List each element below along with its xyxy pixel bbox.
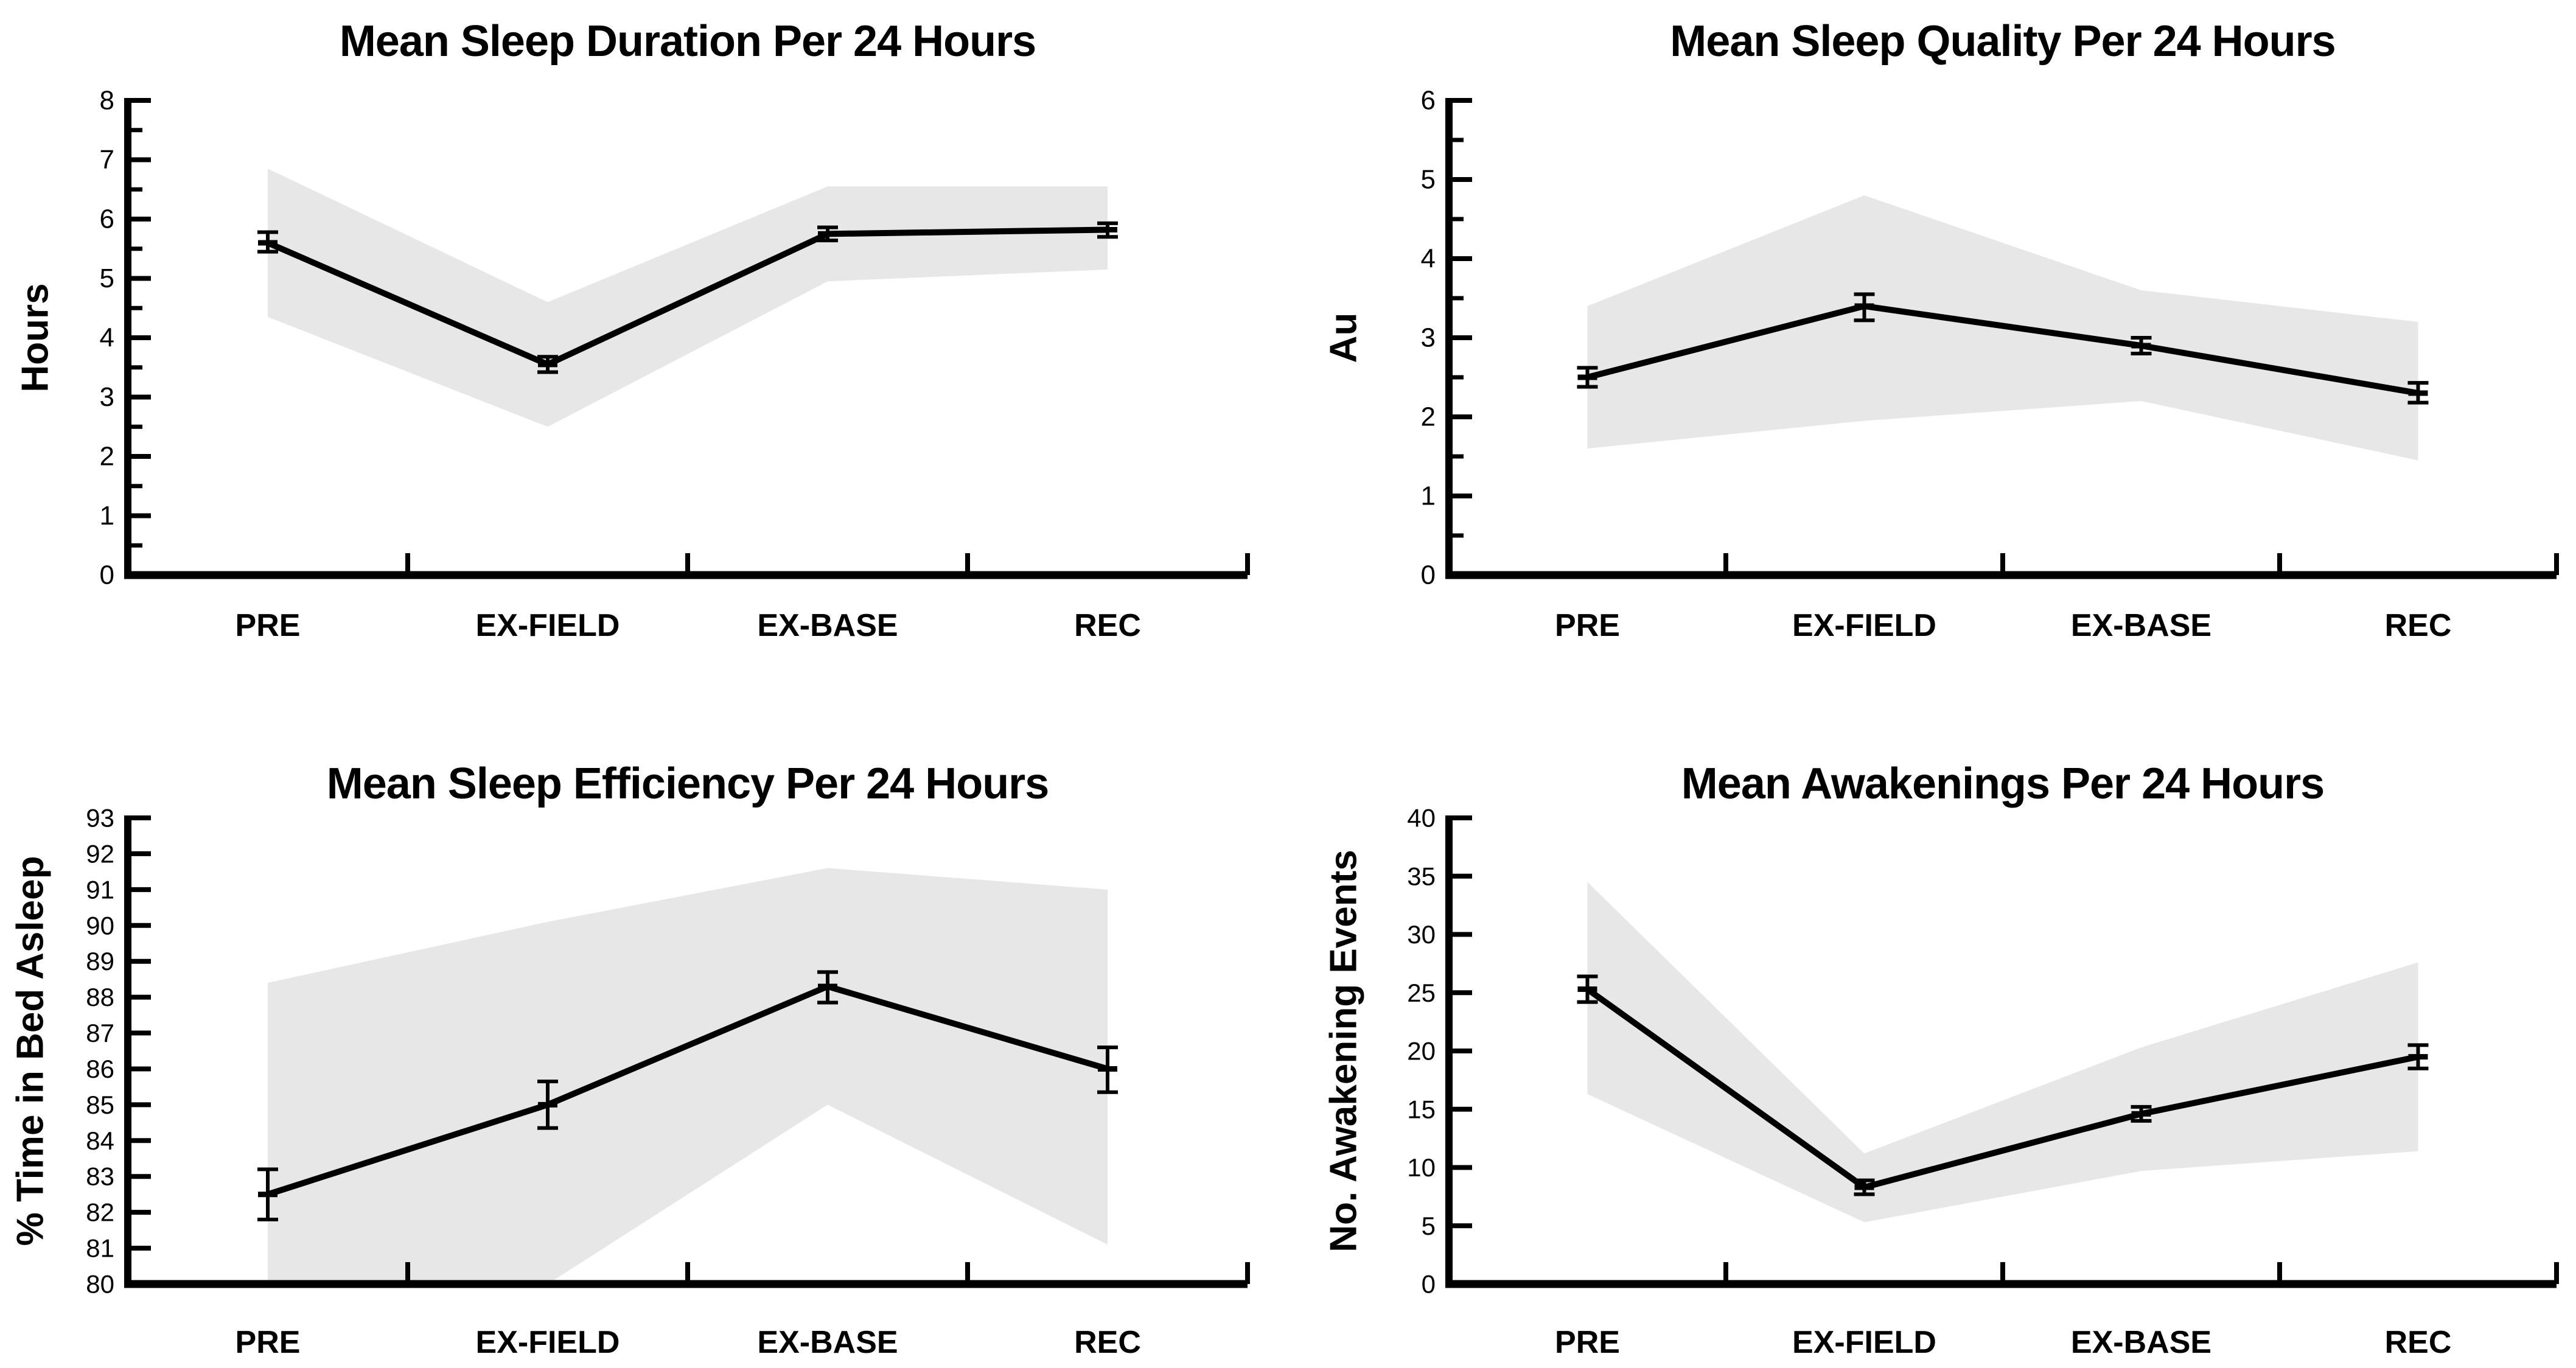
mean-line bbox=[1585, 986, 2419, 1191]
y-tick-label: 92 bbox=[86, 839, 114, 868]
y-tick-label: 6 bbox=[1421, 86, 1436, 116]
y-tick-label: 89 bbox=[86, 947, 114, 975]
y-tick-label: 1 bbox=[100, 501, 114, 531]
y-tick-label: 0 bbox=[1422, 1270, 1436, 1299]
y-tick-label: 2 bbox=[1421, 402, 1436, 432]
x-category-label: EX-BASE bbox=[2071, 608, 2211, 643]
x-category-label: PRE bbox=[236, 1325, 301, 1360]
x-category-label: EX-BASE bbox=[757, 1325, 898, 1360]
x-category-label: EX-FIELD bbox=[1792, 1325, 1936, 1360]
panel-awakenings: 0 5 10 15 20 25 30 35 40 PRE EX-FIELD EX-BASE REC No.… bbox=[1288, 684, 2576, 1368]
y-tick-label: 82 bbox=[86, 1198, 114, 1227]
y-tick-label: 15 bbox=[1407, 1095, 1436, 1123]
chart-awakenings: 0 5 10 15 20 25 30 35 40 PRE EX-FIELD EX-BASE REC No.… bbox=[1323, 759, 2559, 1360]
y-tick-label: 90 bbox=[86, 911, 114, 940]
y-tick-label: 3 bbox=[1421, 323, 1436, 353]
y-tick-label: 83 bbox=[86, 1162, 114, 1191]
y-tick-label: 8 bbox=[100, 86, 114, 116]
y-tick-label: 1 bbox=[1421, 481, 1436, 511]
panel-sleep-quality: 0 1 2 3 4 5 6 PRE EX-FIELD EX-BASE REC Au Mean Sleep… bbox=[1288, 0, 2576, 684]
y-tick-label: 91 bbox=[86, 875, 114, 904]
y-axis-title: % Time in Bed Asleep bbox=[10, 856, 52, 1246]
y-tick-label: 5 bbox=[1421, 165, 1436, 195]
sd-band bbox=[268, 868, 1108, 1284]
x-category-label: EX-BASE bbox=[2071, 1325, 2211, 1360]
y-tick-label: 7 bbox=[100, 145, 114, 175]
chart-title: Mean Sleep Duration Per 24 Hours bbox=[340, 17, 1036, 66]
y-tick-label: 4 bbox=[100, 323, 114, 353]
y-tick-label: 6 bbox=[100, 204, 114, 234]
y-tick-label: 93 bbox=[86, 804, 114, 832]
y-axis-title: Hours bbox=[15, 283, 57, 392]
y-tick-label: 5 bbox=[100, 263, 114, 293]
y-tick-label: 35 bbox=[1407, 862, 1436, 890]
x-category-label: REC bbox=[2385, 1325, 2452, 1360]
chart-title: Mean Awakenings Per 24 Hours bbox=[1681, 759, 2324, 808]
x-category-label: REC bbox=[1074, 608, 1141, 643]
y-tick-label: 30 bbox=[1407, 920, 1436, 949]
y-tick-label: 84 bbox=[86, 1126, 114, 1155]
y-tick-label: 40 bbox=[1407, 804, 1436, 832]
chart-sleep-quality: 0 1 2 3 4 5 6 PRE EX-FIELD EX-BASE REC Au Mean Sleep… bbox=[1323, 17, 2559, 643]
mean-line bbox=[267, 226, 1108, 368]
chart-sleep-duration: 0 1 2 3 4 5 6 7 8 PRE EX-FIELD EX-BASE REC Hours Mean … bbox=[15, 17, 1250, 643]
sd-band bbox=[1587, 882, 2418, 1223]
chart-sleep-efficiency: 80 81 82 83 84 85 86 87 88 89 90 91 92 93 PRE EX-FIELD E… bbox=[10, 759, 1250, 1360]
panel-sleep-duration: 0 1 2 3 4 5 6 7 8 PRE EX-FIELD EX-BASE REC Hours Mean … bbox=[0, 0, 1288, 684]
mean-line bbox=[267, 983, 1109, 1198]
y-tick-label: 86 bbox=[86, 1055, 114, 1083]
y-tick-label: 5 bbox=[1422, 1212, 1436, 1240]
y-tick-label: 87 bbox=[86, 1019, 114, 1047]
mean-line bbox=[1586, 303, 2419, 396]
y-tick-label: 0 bbox=[100, 560, 114, 590]
x-category-label: REC bbox=[2385, 608, 2452, 643]
y-tick-label: 20 bbox=[1407, 1037, 1436, 1066]
x-category-label: EX-BASE bbox=[757, 608, 898, 643]
y-tick-label: 81 bbox=[86, 1234, 114, 1263]
x-category-label: EX-FIELD bbox=[1792, 608, 1936, 643]
panel-sleep-efficiency: 80 81 82 83 84 85 86 87 88 89 90 91 92 93 PRE EX-FIELD E… bbox=[0, 684, 1288, 1368]
y-tick-label: 4 bbox=[1421, 244, 1436, 274]
chart-title: Mean Sleep Efficiency Per 24 Hours bbox=[327, 759, 1049, 808]
y-tick-label: 3 bbox=[100, 382, 114, 412]
y-tick-label: 80 bbox=[86, 1270, 114, 1299]
y-tick-label: 2 bbox=[100, 442, 114, 472]
x-category-label: EX-FIELD bbox=[476, 608, 620, 643]
chart-title: Mean Sleep Quality Per 24 Hours bbox=[1670, 17, 2335, 66]
x-category-label: PRE bbox=[236, 608, 301, 643]
x-category-label: REC bbox=[1074, 1325, 1141, 1360]
y-axis-title: No. Awakening Events bbox=[1323, 850, 1365, 1252]
y-tick-label: 88 bbox=[86, 983, 114, 1011]
y-tick-label: 85 bbox=[86, 1091, 114, 1119]
y-axis-title: Au bbox=[1323, 313, 1365, 363]
x-category-label: PRE bbox=[1555, 608, 1620, 643]
x-category-label: PRE bbox=[1555, 1325, 1620, 1360]
x-category-label: EX-FIELD bbox=[476, 1325, 620, 1360]
y-tick-label: 0 bbox=[1421, 560, 1436, 590]
y-tick-label: 10 bbox=[1407, 1153, 1436, 1182]
y-tick-label: 25 bbox=[1407, 979, 1436, 1007]
